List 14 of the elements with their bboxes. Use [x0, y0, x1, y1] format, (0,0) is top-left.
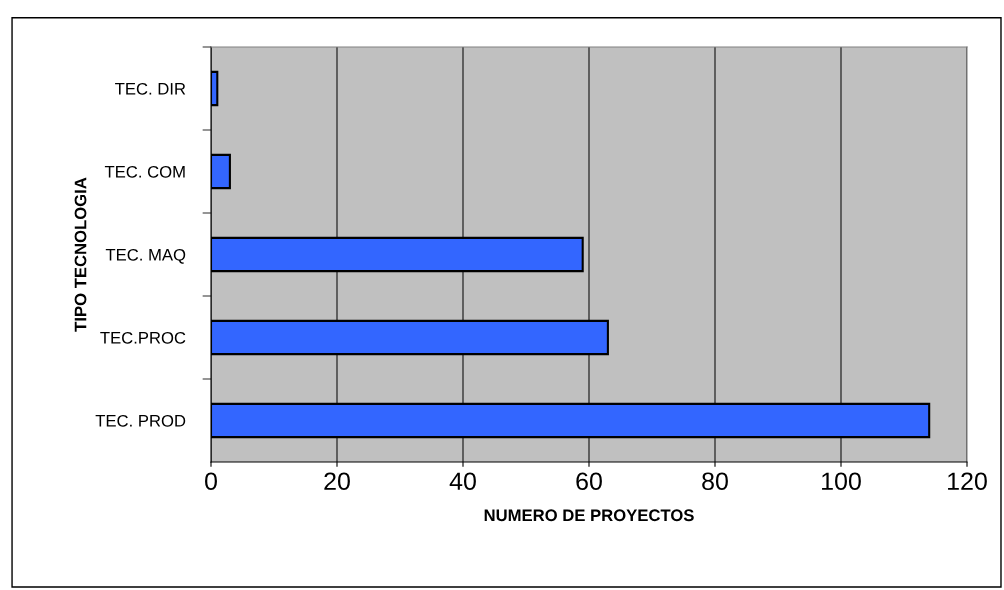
y-tick-label: TEC. COM	[104, 165, 185, 178]
y-tick-label: TEC. PROD	[95, 414, 186, 427]
x-tick-label: 20	[324, 472, 350, 491]
x-tick-label: 0	[205, 472, 217, 491]
x-axis-title: NUMERO DE PROYECTOS	[484, 509, 694, 522]
x-tick-label: 100	[822, 472, 861, 491]
y-tick-label: TEC.PROC	[100, 331, 186, 344]
y-tick-label: TEC. MAQ	[105, 248, 186, 264]
x-tick-label: 80	[702, 472, 728, 491]
x-tick-label: 120	[948, 472, 987, 491]
y-tick-label: TEC. DIR	[115, 82, 186, 95]
y-axis-title: TIPO TECNOLOGIA	[74, 177, 87, 332]
x-tick-label: 60	[576, 472, 602, 491]
x-tick-label: 40	[449, 472, 476, 491]
